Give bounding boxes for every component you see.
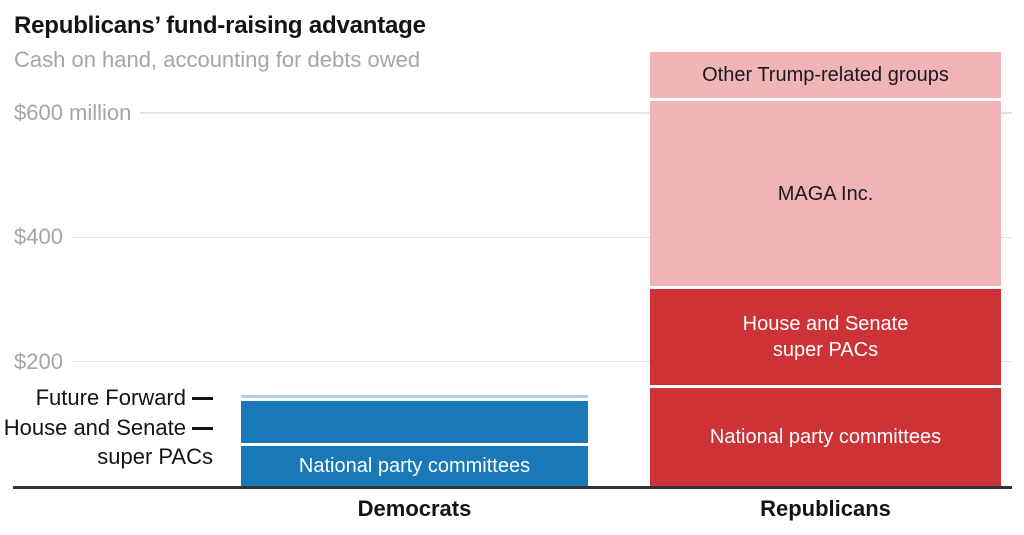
annotation-label: Future Forward (35, 385, 186, 410)
x-axis-line (13, 486, 1012, 489)
segment-democrats-house-and-senate-super-pacs (241, 400, 588, 444)
category-label-democrats: Democrats (357, 496, 472, 521)
chart-title: Republicans’ fund-raising advantage (14, 12, 426, 39)
segment-republicans-national-party-committees: National party committees (650, 388, 1001, 486)
gridline (140, 112, 1012, 114)
bar-republicans: Other Trump-related groups MAGA Inc. House… (650, 51, 1001, 486)
y-axis-tick-label: $400 (14, 224, 63, 250)
y-axis-tick-label: $600 million (14, 100, 132, 125)
annotation-future-forward: Future Forward (36, 384, 213, 413)
annotation-label: super PACs (97, 443, 213, 469)
segment-label: MAGA Inc. (777, 182, 874, 205)
gridline (71, 236, 1012, 239)
segment-label: House and Senate super PACs (742, 313, 909, 362)
gridline-row-400: $400 (14, 224, 1012, 250)
bar-democrats: National party committees (241, 394, 588, 486)
annotation-row: Future Forward (36, 384, 213, 413)
segment-republicans-other-trump-related-groups: Other Trump-related groups (650, 51, 1001, 99)
segment-label: Other Trump-related groups (702, 64, 949, 87)
segment-democrats-national-party-committees: National party committees (241, 446, 588, 486)
category-label-republicans: Republicans (760, 496, 891, 521)
gridline (71, 360, 1012, 363)
gridline-row-200: $200 (14, 349, 1012, 375)
annotation-house-senate-super-pacs: House and Senate super PACs (4, 414, 213, 471)
tick-line (192, 397, 213, 400)
y-axis-tick-label: $200 (14, 348, 63, 374)
annotation-label: House and Senate (3, 415, 186, 440)
segment-label: National party committees (709, 426, 942, 449)
segment-democrats-future-forward (241, 394, 588, 398)
segment-republicans-house-and-senate-super-pacs: House and Senate super PACs (650, 289, 1001, 386)
chart-subtitle: Cash on hand, accounting for debts owed (14, 47, 421, 72)
gridline-row-600: $600 million (14, 100, 1012, 126)
segment-republicans-maga-inc: MAGA Inc. (650, 101, 1001, 287)
annotation-row: House and Senate (4, 414, 213, 443)
segment-label: National party committees (298, 455, 531, 478)
tick-line (192, 427, 213, 430)
